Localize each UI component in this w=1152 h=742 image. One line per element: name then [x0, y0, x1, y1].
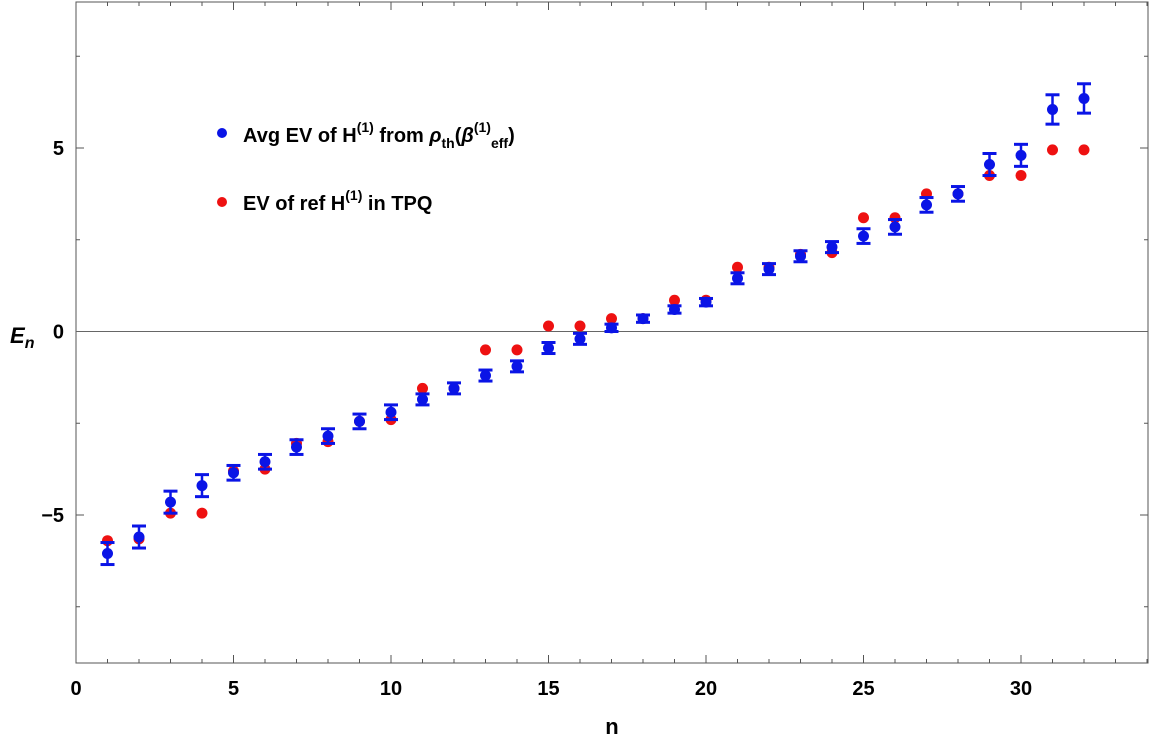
axis-tick-labels: 0 5 10 15 20 25 30 −5 0 5 [41, 138, 1032, 700]
avg-ev-point [606, 322, 617, 334]
avg-ev-point [322, 430, 334, 442]
avg-ev-point [259, 456, 271, 468]
avg-ev-point [1078, 92, 1090, 104]
ref-ev-point [1078, 144, 1090, 156]
y-axis-label-main: E [10, 323, 26, 348]
avg-ev-point [700, 296, 712, 308]
axis-ticks [75, 2, 1148, 663]
x-tick-label: 20 [695, 678, 717, 700]
ref-ev-point [1047, 144, 1058, 156]
x-axis-label: n [605, 714, 618, 739]
avg-ev-point [826, 241, 838, 253]
ref-ev-point [858, 212, 869, 224]
ref-ev-point [732, 261, 743, 273]
y-tick-label: 5 [53, 138, 64, 160]
ref-ev-point [196, 507, 208, 519]
avg-ev-point [448, 382, 460, 394]
avg-ev-point [511, 360, 523, 372]
x-tick-label: 30 [1010, 678, 1032, 700]
data-marks [100, 82, 1091, 567]
avg-ev-point [889, 221, 901, 233]
avg-ev-point [669, 303, 680, 315]
ref-ev-point [606, 313, 617, 325]
avg-ev-point [196, 480, 208, 492]
avg-ev-point [984, 159, 995, 171]
avg-ev-point [354, 415, 365, 427]
avg-ev-point [763, 263, 775, 275]
avg-ev-point [637, 313, 649, 325]
ref-ev-point [480, 344, 491, 356]
legend-marker-avg-ev [217, 128, 227, 138]
y-tick-label: 0 [53, 322, 64, 344]
y-tick-label: −5 [41, 505, 64, 527]
ref-ev-point [511, 344, 523, 356]
x-tick-label: 0 [70, 678, 81, 700]
avg-ev-point [480, 370, 491, 382]
avg-ev-point [574, 333, 586, 345]
avg-ev-point [952, 188, 964, 200]
y-axis-label: En [10, 323, 35, 352]
ref-ev-point [669, 294, 680, 306]
x-tick-label: 10 [380, 678, 402, 700]
legend: Avg EV of H(1) from ρth(β(1)eff) EV of r… [217, 119, 515, 215]
ref-ev-point [1015, 170, 1027, 182]
avg-ev-point [417, 393, 428, 405]
avg-ev-point [291, 441, 302, 453]
legend-marker-ref-ev [217, 197, 227, 207]
legend-label-avg-ev: Avg EV of H(1) from ρth(β(1)eff) [243, 119, 515, 151]
ref-ev-point [543, 320, 554, 332]
avg-ev-point [102, 548, 113, 560]
x-tick-label: 5 [228, 678, 239, 700]
ref-ev-point [574, 320, 586, 332]
avg-ev-point [732, 272, 743, 284]
avg-ev-point [228, 467, 239, 479]
avg-ev-point [165, 496, 176, 508]
x-tick-label: 15 [537, 678, 559, 700]
avg-ev-point [1015, 149, 1027, 161]
avg-ev-point [385, 406, 397, 418]
avg-ev-point [1047, 103, 1058, 115]
avg-ev-point [858, 230, 869, 242]
avg-ev-point [921, 199, 932, 211]
x-tick-label: 25 [852, 678, 874, 700]
ref-ev-point [417, 382, 428, 394]
avg-ev-point [795, 250, 806, 262]
legend-label-ref-ev: EV of ref H(1) in TPQ [243, 187, 432, 215]
y-axis-label-sub: n [25, 335, 35, 352]
avg-ev-point [133, 531, 145, 543]
avg-ev-point [543, 342, 554, 354]
